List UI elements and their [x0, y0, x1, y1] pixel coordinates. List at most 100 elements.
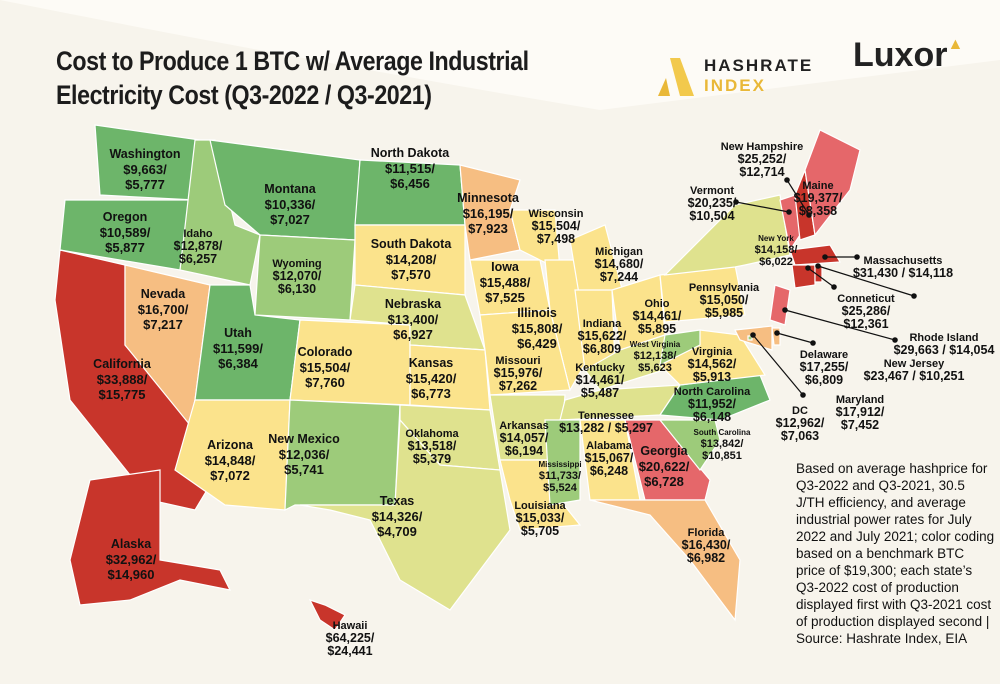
leader-dot — [822, 254, 828, 260]
state-shape-south-carolina — [658, 419, 721, 472]
cost-q3-2021: $7,262 — [498, 379, 538, 393]
state-costs-2021: $5,895 — [633, 323, 682, 336]
state-label-michigan: Michigan $14,680/$7,244 — [595, 246, 644, 284]
cost-q3-2021: $12,714 — [739, 165, 785, 179]
cost-q3-2021: $5,705 — [520, 524, 560, 538]
state-name: California — [93, 357, 151, 371]
leader-line — [807, 267, 835, 288]
cost-q3-2022: $31,430 — [852, 266, 899, 280]
state-name: Nebraska — [384, 297, 442, 311]
state-costs-2021: $6,456 — [371, 176, 449, 191]
state-costs-2021: $6,773 — [406, 386, 457, 401]
title-line-1: Cost to Produce 1 BTC w/ Average Industr… — [56, 46, 529, 76]
luxor-logo-icon: ▲ — [947, 36, 964, 53]
cost-q3-2021: $6,257 — [178, 252, 218, 266]
leader-line — [735, 201, 790, 213]
state-name: Delaware — [799, 349, 849, 361]
cost-q3-2021: $7,525 — [485, 290, 525, 305]
cost-q3-2022: $15,808 — [511, 321, 559, 336]
cost-q3-2021: $7,217 — [143, 317, 183, 332]
state-costs: $13,518/ — [407, 439, 457, 453]
cost-q3-2022: $15,976 — [493, 366, 539, 380]
state-costs-2021: $14,960 — [106, 567, 157, 582]
state-costs-2021: $5,623 — [630, 362, 680, 374]
cost-q3-2022: $64,225 — [325, 631, 371, 645]
cost-q3-2021: $15,775 — [98, 387, 146, 402]
state-name: Washington — [109, 147, 181, 161]
state-costs-2021: $7,027 — [264, 212, 315, 227]
state-name: Missouri — [495, 355, 541, 367]
state-label-new-york: New York $14,158/$6,022 — [755, 234, 798, 268]
logo-text: INDEX — [704, 76, 766, 95]
cost-q3-2022: $14,461 — [632, 309, 678, 323]
cost-q3-2022: $12,962 — [775, 416, 821, 430]
state-costs-2021: $5,524 — [538, 482, 581, 494]
cost-q3-2022: $15,488 — [479, 275, 527, 290]
cost-q3-2022: $32,962 — [105, 552, 153, 567]
state-name: Virginia — [691, 346, 733, 358]
leader-dot — [805, 265, 811, 271]
state-costs: $16,430/ — [681, 538, 731, 552]
state-label-north-carolina: North Carolina $11,952/$6,148 — [674, 386, 750, 424]
cost-q3-2022: $20,235 — [687, 196, 733, 210]
cost-q3-2021: $6,456 — [390, 176, 430, 191]
state-costs-2021: $7,498 — [529, 233, 584, 246]
state-label-oklahoma: Oklahoma $13,518/$5,379 — [405, 428, 458, 466]
cost-q3-2022: $25,286 — [841, 304, 887, 318]
state-shape-maryland — [734, 325, 773, 351]
state-name: New Mexico — [268, 432, 340, 446]
state-costs: $15,808/ — [511, 321, 563, 336]
cost-q3-2021: $5,777 — [125, 177, 165, 192]
state-costs-2021: $8,358 — [794, 205, 843, 218]
cost-q3-2022: $13,842 — [700, 438, 741, 450]
state-costs-2021: $5,487 — [575, 387, 625, 400]
cost-q3-2022: $12,138 — [633, 350, 674, 362]
state-costs: $32,962/ — [105, 552, 157, 567]
state-name: DC — [792, 405, 808, 417]
state-costs: $15,067/ — [584, 451, 634, 465]
state-shape-hawaii — [308, 598, 346, 631]
state-label-north-dakota: North Dakota $11,515/$6,456 — [371, 146, 449, 191]
state-name: Tennessee — [577, 410, 635, 422]
hashrate-logo-icon — [658, 58, 694, 96]
state-label-massachusetts: Massachusetts $31,430 / $14,118 — [853, 255, 953, 280]
leader-dot — [854, 254, 860, 260]
state-costs-2021: $10,851 — [694, 450, 751, 462]
state-name: Michigan — [595, 246, 643, 258]
state-name: Vermont — [689, 185, 735, 197]
cost-q3-2021: $6,248 — [589, 464, 629, 478]
state-costs-2021: $7,072 — [205, 468, 256, 483]
state-costs-2021: $6,384 — [213, 356, 263, 371]
state-name: Florida — [687, 527, 725, 539]
state-name: Hawaii — [332, 620, 368, 632]
cost-q3-2022: $13,282 — [559, 421, 605, 435]
leader-dot — [774, 330, 780, 336]
state-name: Wisconsin — [528, 208, 584, 220]
state-shape-florida — [589, 499, 741, 622]
cost-q3-2022: $12,036 — [278, 447, 326, 462]
state-name: Arkansas — [499, 420, 549, 432]
state-costs: $14,680/ — [594, 257, 644, 271]
state-label-kentucky: Kentucky $14,461/$5,487 — [575, 362, 625, 400]
leader-line — [784, 309, 896, 341]
state-costs: $14,326/ — [371, 509, 423, 524]
state-costs: $20,622/ — [638, 459, 690, 474]
state-costs-2021: $5,379 — [405, 453, 458, 466]
state-label-new-jersey: New Jersey $23,467 / $10,251 — [864, 358, 965, 383]
state-shape-missouri — [479, 309, 571, 396]
cost-q3-2022: $14,680 — [594, 257, 640, 271]
state-label-pennsylvania: Pennsylvania $15,050/$5,985 — [689, 282, 759, 320]
state-costs: $15,488/ — [479, 275, 531, 290]
state-costs: $13,282 / $5,297 — [559, 421, 653, 435]
state-costs: $23,467 / $10,251 — [863, 369, 965, 383]
cost-q3-2022: $16,700 — [137, 302, 185, 317]
state-name: New York — [758, 234, 794, 243]
cost-q3-2022: $11,515 — [385, 161, 432, 176]
state-costs: $10,336/ — [264, 197, 316, 212]
state-label-florida: Florida $16,430/$6,982 — [682, 527, 731, 565]
cost-q3-2021: $14,960 — [107, 567, 155, 582]
cost-q3-2021: $6,429 — [517, 336, 557, 351]
cost-q3-2022: $14,326 — [371, 509, 419, 524]
state-name: Oregon — [102, 210, 148, 224]
